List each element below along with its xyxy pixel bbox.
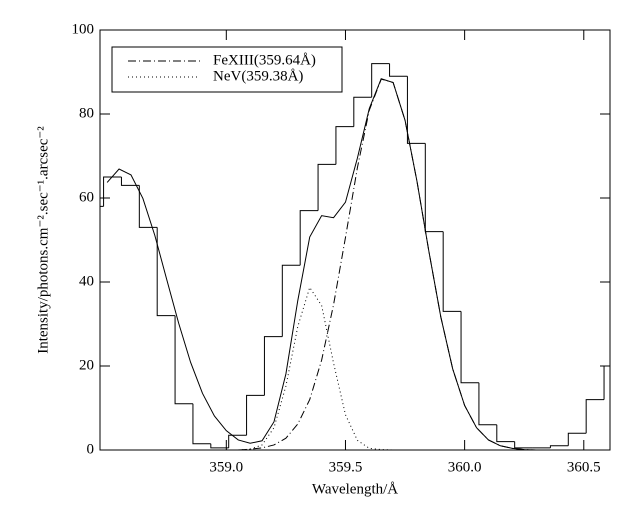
histogram-step (622, 303, 640, 366)
x-tick-label: 360.5 (567, 459, 601, 475)
histogram-step (317, 163, 336, 211)
histogram-step (442, 231, 462, 312)
histogram-step (228, 434, 247, 448)
x-tick-label: 360.0 (448, 459, 482, 475)
histogram-step (174, 315, 193, 405)
x-tick-label: 359.5 (329, 459, 363, 475)
histogram-step (514, 441, 533, 449)
histogram-step (389, 63, 408, 77)
y-axis-label: Intensity/photons.cm⁻².sec⁻¹.arcsec⁻² (35, 126, 51, 354)
fit-line (106, 78, 537, 450)
histogram-step (549, 445, 569, 448)
y-tick-label: 0 (87, 441, 95, 457)
histogram-step (103, 176, 122, 207)
histogram-step (299, 210, 319, 266)
x-tick-label: 359.0 (209, 459, 243, 475)
histogram-step (138, 185, 158, 228)
histogram-step (603, 365, 610, 400)
legend-label: FeXIII(359.64Å) (213, 52, 316, 68)
histogram-step (246, 394, 265, 436)
y-tick-label: 40 (79, 273, 94, 289)
histogram-step (210, 443, 229, 449)
histogram-step (263, 336, 283, 396)
y-tick-label: 20 (79, 357, 94, 373)
legend-label: NeV(359.38Å) (213, 68, 303, 84)
histogram-step (335, 126, 354, 165)
histogram-step (371, 63, 390, 98)
fit-line (238, 286, 394, 450)
histogram-step (496, 424, 515, 443)
legend-box (111, 46, 343, 93)
histogram-step (156, 227, 176, 317)
histogram-step (120, 177, 140, 186)
histogram-step (478, 382, 497, 426)
histogram-step (460, 311, 479, 384)
y-tick-label: 80 (79, 105, 94, 121)
x-axis-label: Wavelength/Å (312, 481, 398, 497)
y-tick-label: 100 (72, 21, 95, 37)
histogram-step (192, 403, 211, 445)
histogram-step (424, 143, 444, 233)
plot-frame (99, 29, 611, 451)
y-tick-label: 60 (79, 189, 94, 205)
fit-line (238, 78, 537, 450)
histogram-step (281, 264, 301, 337)
histogram-step (567, 432, 587, 446)
histogram-step (353, 96, 372, 127)
histogram-step (585, 399, 605, 434)
plot-area (100, 63, 640, 450)
histogram-step (406, 76, 426, 144)
